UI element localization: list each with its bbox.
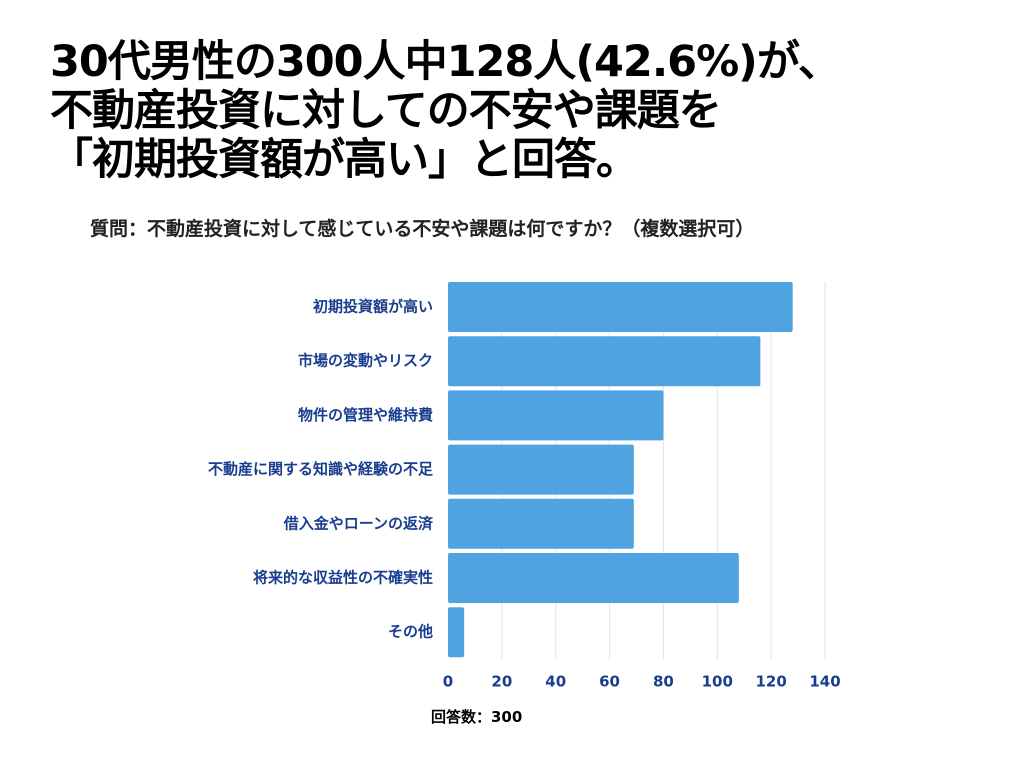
category-label: 将来的な収益性の不確実性 [253,569,433,587]
x-tick-label: 100 [702,673,733,691]
bar-2 [448,390,664,441]
x-tick-label: 140 [809,673,840,691]
headline: 30代男性の300人中128人(42.6%)が、 不動産投資に対しての不安や課題… [50,38,1010,185]
survey-question: 質問：不動産投資に対して感じている不安や課題は何ですか？（複数選択可） [90,218,755,240]
x-tick-label: 20 [491,673,512,691]
x-tick-label: 0 [443,673,453,691]
category-label: 借入金やローンの返済 [283,514,434,532]
headline-line-3: 「初期投資額が高い」と回答。 [50,135,639,185]
x-tick-label: 40 [545,673,566,691]
bar-1 [448,336,761,387]
bar-3 [448,444,634,495]
category-label: その他 [388,623,433,641]
x-tick-label: 60 [599,673,620,691]
category-label: 不動産に関する知識や経験の不足 [208,460,434,478]
bar-5 [448,553,739,603]
headline-line-2: 不動産投資に対しての不安や課題を [50,86,722,136]
x-tick-labels: 0 20 40 60 80 100 120 140 [443,673,841,691]
x-tick-label: 80 [653,673,674,691]
bar-0 [448,282,793,332]
x-tick-label: 120 [755,673,786,691]
x-axis-title: 回答数：300 [431,708,522,726]
category-label: 初期投資額が高い [313,298,433,316]
category-label: 物件の管理や維持費 [298,406,433,424]
bar-4 [448,498,634,549]
bar-layer [448,282,793,658]
category-labels: 初期投資額が高い市場の変動やリスク物件の管理や維持費不動産に関する知識や経験の不… [208,298,434,641]
category-label: 市場の変動やリスク [298,352,433,370]
headline-line-1: 30代男性の300人中128人(42.6%)が、 [50,37,841,87]
bar-6 [448,607,465,658]
